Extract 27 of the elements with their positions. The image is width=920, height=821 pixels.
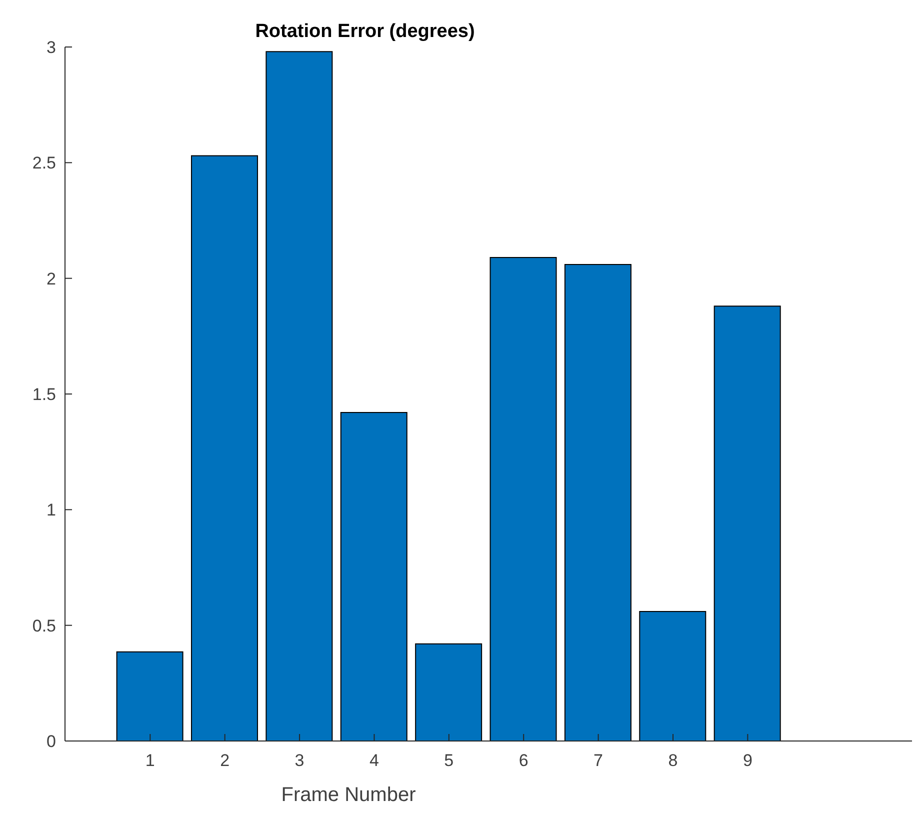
bar (116, 651, 184, 741)
x-tick-label: 9 (742, 751, 752, 770)
y-tick-label: 2.5 (32, 154, 56, 173)
x-tick-label: 3 (294, 751, 304, 770)
bar (415, 643, 482, 741)
x-tick-label: 7 (594, 751, 604, 770)
y-tick-label: 0.5 (32, 616, 56, 636)
bar (190, 155, 258, 741)
x-tick-label: 4 (369, 751, 379, 770)
bar (639, 610, 706, 741)
bar (266, 51, 333, 741)
y-tick-label: 1 (46, 500, 56, 520)
x-tick-label: 6 (518, 751, 528, 770)
x-tick-label: 2 (220, 751, 230, 770)
bar (714, 306, 781, 741)
y-tick-label: 0 (46, 732, 56, 752)
y-tick-label: 2 (46, 269, 56, 288)
bar (340, 412, 408, 741)
y-tick-label: 3 (46, 38, 56, 58)
chart-title: Rotation Error (degrees) (255, 21, 475, 42)
bar (490, 257, 557, 741)
x-tick-label: 5 (444, 751, 454, 770)
bar (564, 264, 632, 741)
x-tick-label: 1 (145, 751, 155, 770)
x-axis-title: Frame Number (281, 784, 416, 806)
y-tick-label: 1.5 (32, 385, 56, 404)
x-tick-label: 8 (668, 751, 678, 770)
